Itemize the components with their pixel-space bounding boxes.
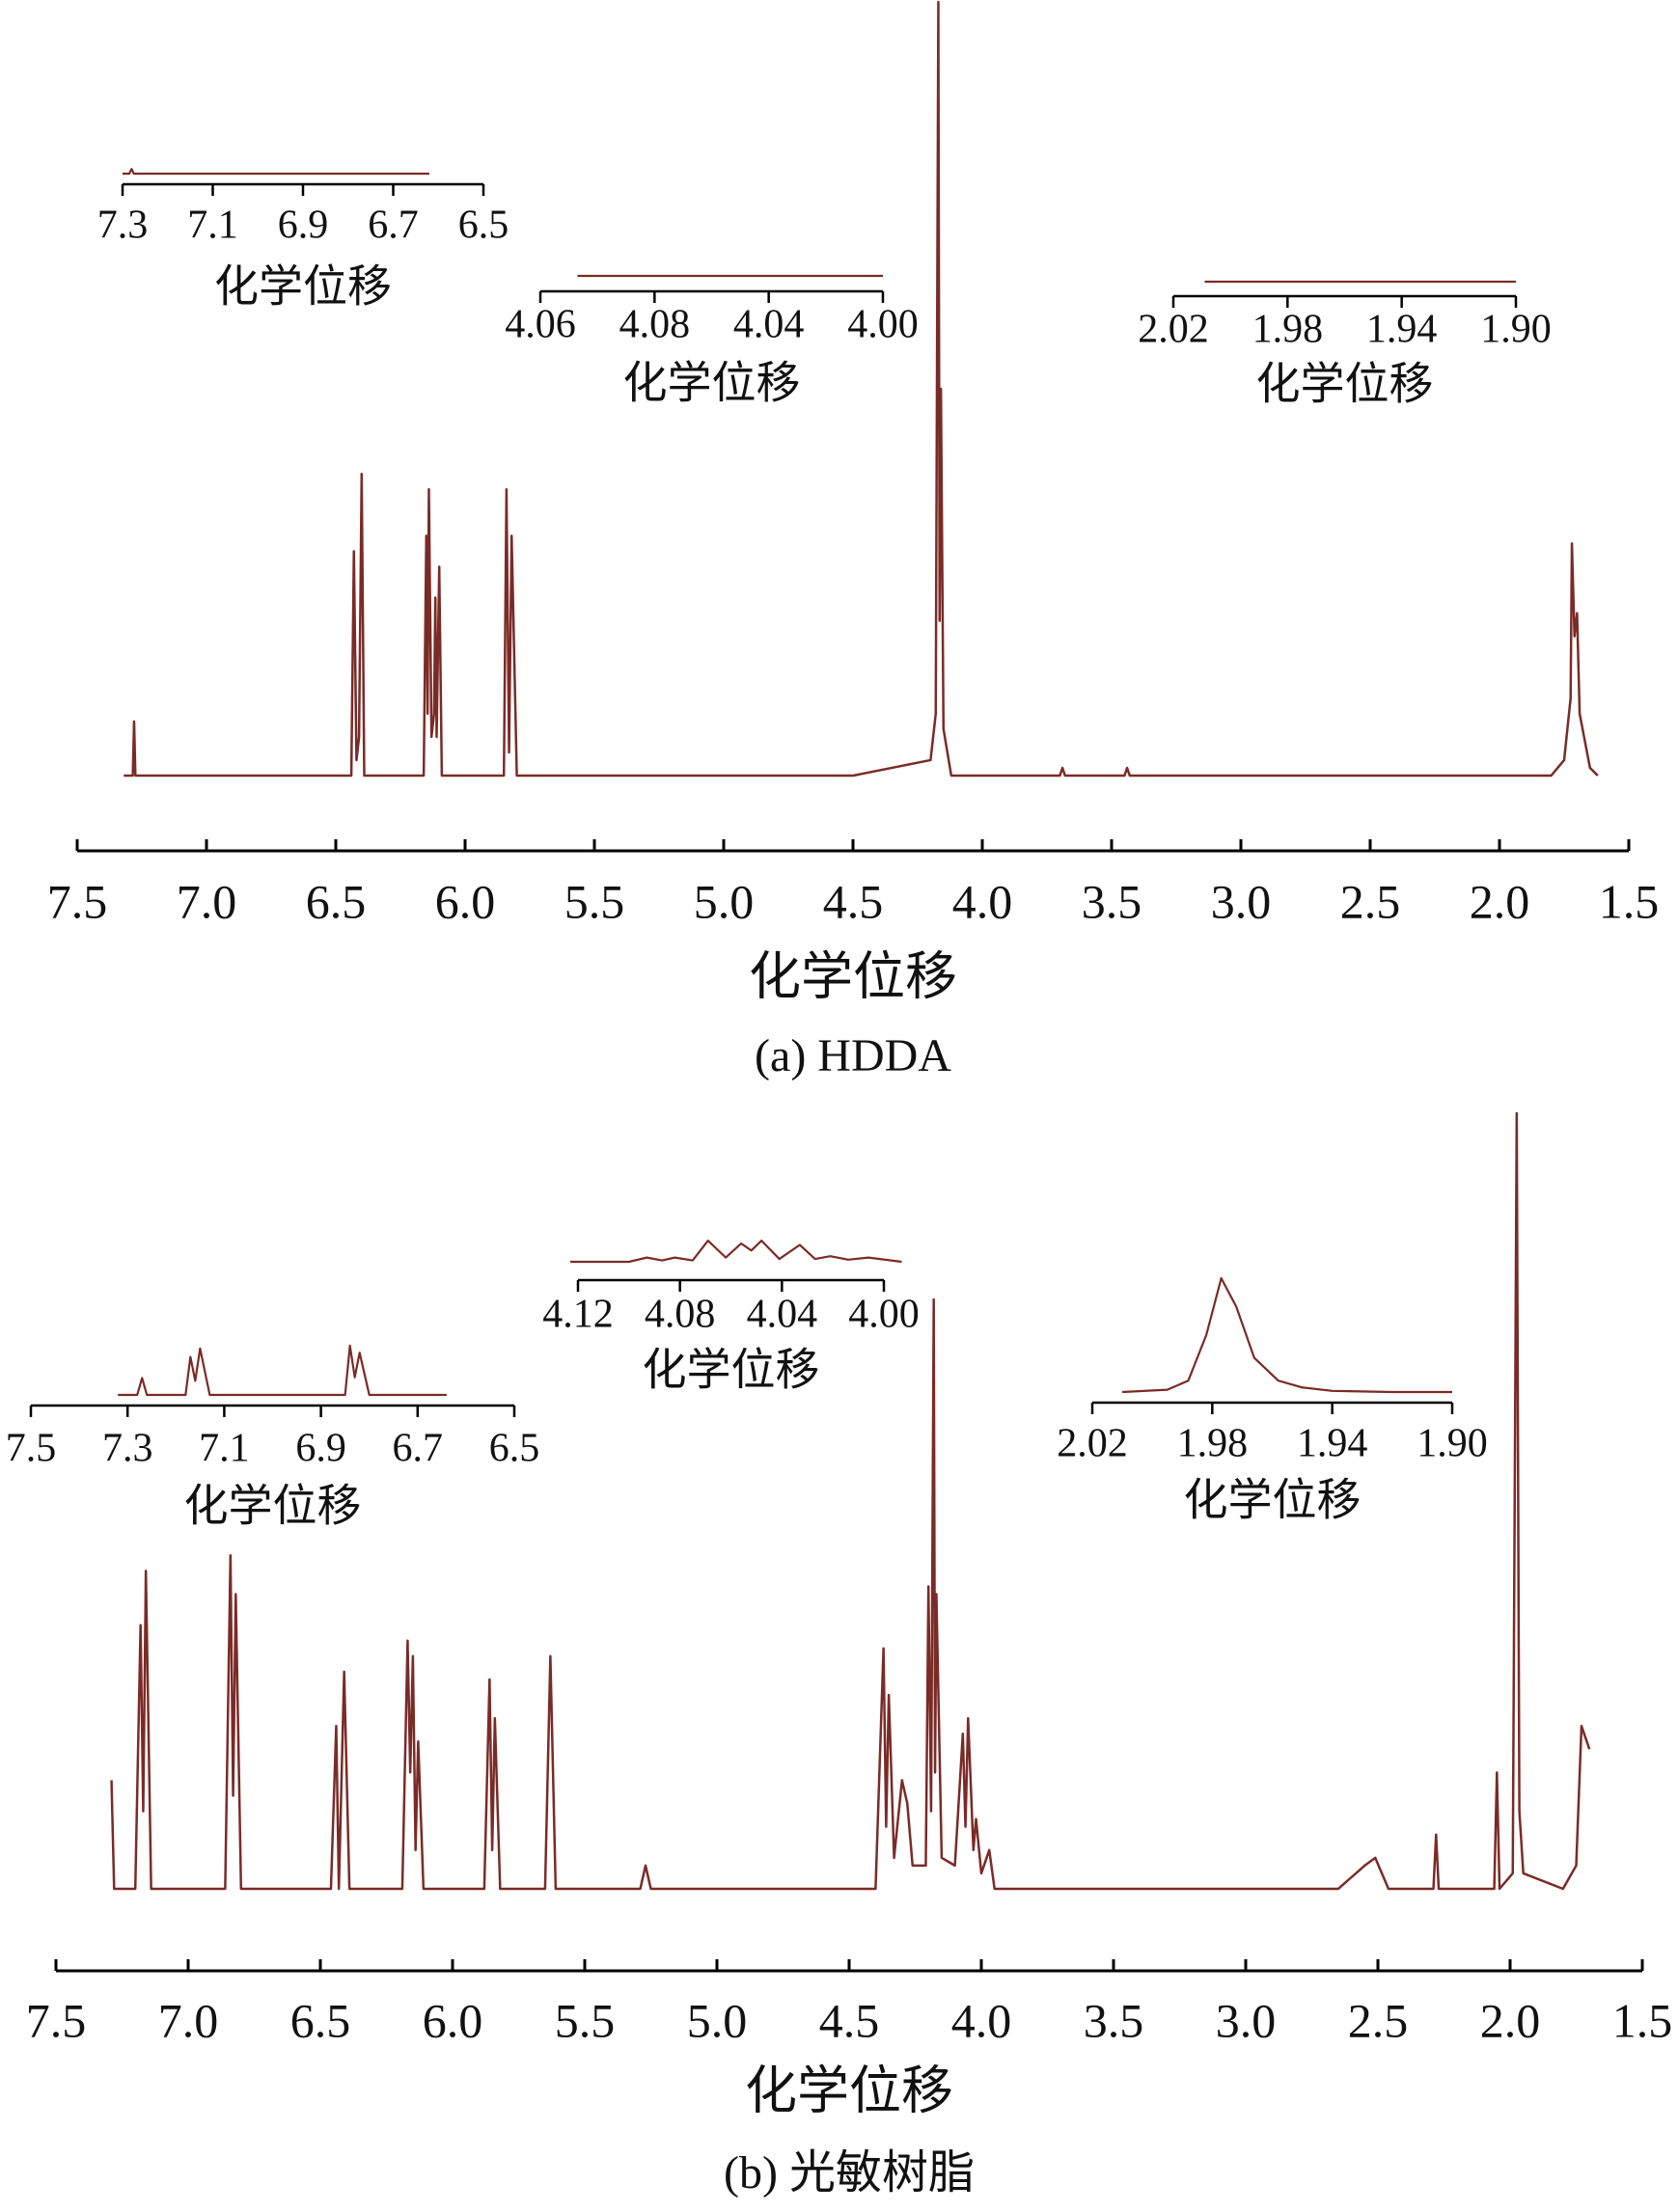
x-tick-label: 7.0 [177,874,237,928]
x-tick-label: 3.0 [1216,1993,1277,2047]
x-tick-label: 4.12 [542,1293,614,1337]
x-tick-label: 4.00 [848,1293,920,1337]
x-tick-label: 2.5 [1340,874,1401,928]
x-tick-label: 7.0 [158,1993,219,2047]
x-tick-label: 7.1 [199,1427,250,1471]
x-tick-label: 1.98 [1177,1422,1249,1466]
x-tick-label: 2.02 [1057,1422,1128,1466]
x-axis-label: 化学位移 [184,1482,362,1531]
spectrum-line [118,1344,447,1397]
x-tick-label: 7.5 [47,874,108,928]
x-tick-label: 6.7 [368,204,419,248]
x-tick-label: 1.94 [1366,308,1438,352]
x-tick-label: 6.5 [489,1427,540,1471]
x-tick-label: 3.5 [1082,874,1142,928]
x-tick-label: 6.9 [278,204,329,248]
spectrum-line [1122,1276,1452,1394]
x-tick-label: 4.0 [951,1993,1012,2047]
x-tick-label: 1.90 [1417,1422,1488,1466]
x-tick-label: 3.0 [1211,874,1272,928]
spectrum-line [570,1240,902,1264]
x-tick-label: 5.0 [694,874,755,928]
x-tick-label: 4.5 [823,874,884,928]
x-axis-label: 化学位移 [749,947,957,1005]
x-axis-label: 化学位移 [1256,360,1434,409]
x-tick-label: 1.5 [1599,874,1660,928]
caption: (b) 光敏树脂 [724,2147,975,2198]
x-tick-label: 1.90 [1480,308,1552,352]
x-tick-label: 2.5 [1348,1993,1409,2047]
x-tick-label: 2.0 [1470,874,1530,928]
x-tick-label: 3.5 [1084,1993,1144,2047]
x-axis-label: 化学位移 [643,1346,820,1395]
x-axis-label: 化学位移 [214,262,392,312]
x-tick-label: 7.5 [6,1427,57,1471]
x-tick-label: 6.0 [435,874,496,928]
x-tick-label: 6.9 [295,1427,346,1471]
x-tick-label: 7.5 [26,1993,87,2047]
x-tick-label: 7.1 [187,204,238,248]
x-tick-label: 4.0 [952,874,1013,928]
x-axis-label: 化学位移 [1184,1476,1362,1525]
x-tick-label: 4.06 [505,303,576,347]
x-tick-label: 4.04 [733,303,805,347]
x-tick-label: 6.0 [423,1993,483,2047]
caption: (a) HDDA [755,1030,951,1081]
x-tick-label: 1.5 [1612,1993,1673,2047]
x-axis-label: 化学位移 [623,359,801,408]
x-tick-label: 4.04 [747,1293,818,1337]
x-tick-label: 6.5 [458,204,509,248]
x-tick-label: 6.7 [393,1427,444,1471]
x-tick-label: 1.98 [1252,308,1324,352]
x-tick-label: 4.08 [645,1293,716,1337]
x-tick-label: 6.5 [290,1993,351,2047]
x-tick-label: 5.5 [564,874,625,928]
x-axis-label: 化学位移 [745,2062,953,2119]
spectrum-line [110,1111,1591,1891]
x-tick-label: 7.3 [97,204,149,248]
x-tick-label: 7.3 [102,1427,153,1471]
x-tick-label: 2.02 [1138,308,1209,352]
spectrum-line [124,0,1599,778]
x-tick-label: 2.0 [1480,1993,1541,2047]
spectrum-line [123,168,429,176]
x-tick-label: 6.5 [306,874,367,928]
x-tick-label: 4.00 [847,303,919,347]
x-tick-label: 4.08 [619,303,691,347]
x-tick-label: 5.0 [687,1993,748,2047]
x-tick-label: 5.5 [555,1993,616,2047]
x-tick-label: 1.94 [1297,1422,1368,1466]
x-tick-label: 4.5 [819,1993,880,2047]
